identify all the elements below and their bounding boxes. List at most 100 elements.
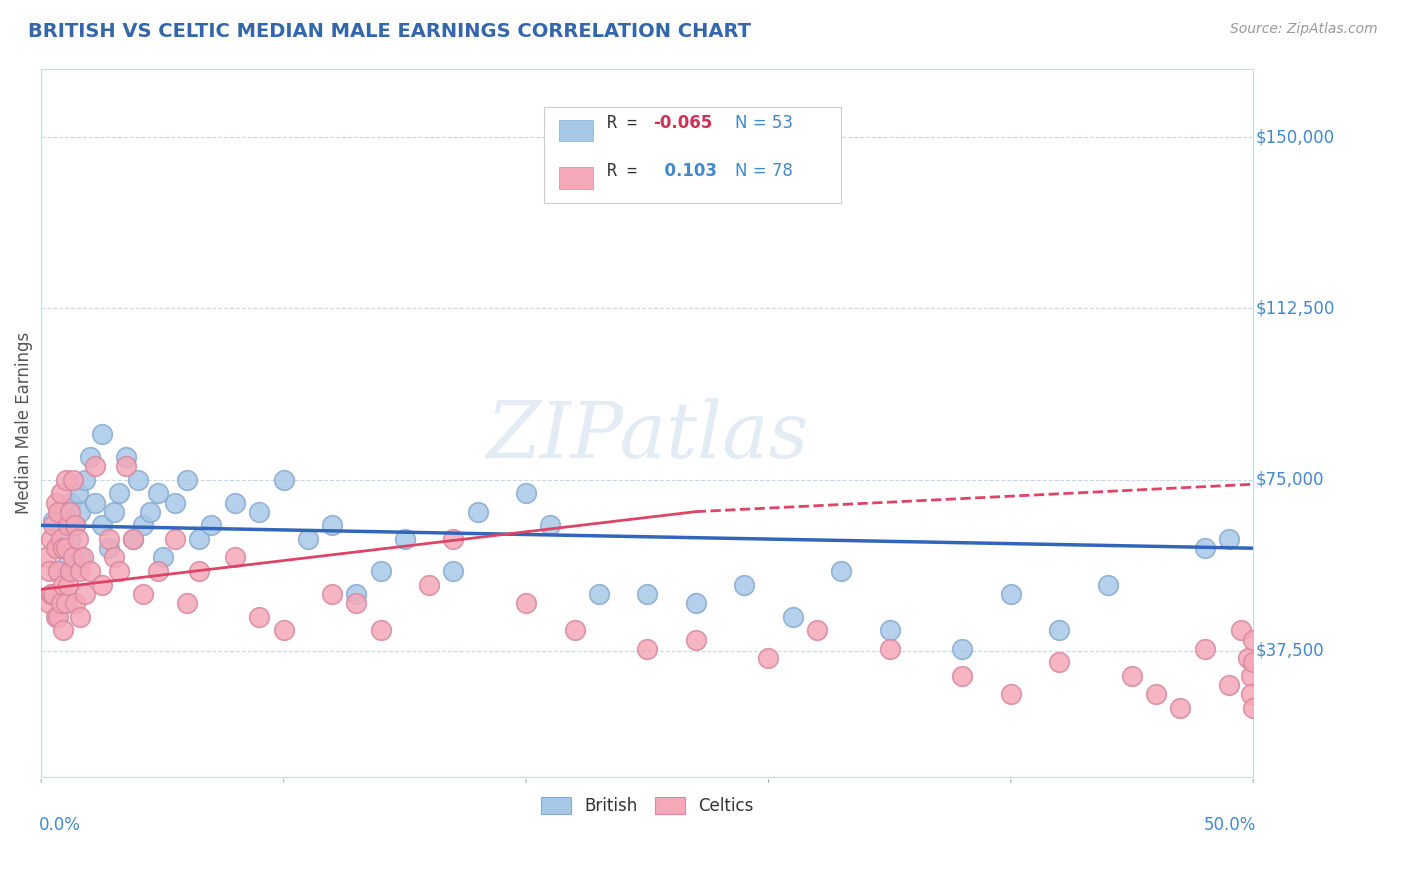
- Point: [108, 486, 131, 500]
- Point: [98, 532, 121, 546]
- Point: [72, 550, 94, 565]
- Point: [73, 473, 96, 487]
- Point: [297, 532, 319, 546]
- Point: [394, 532, 416, 546]
- Point: [1218, 532, 1240, 546]
- Text: 0.0%: 0.0%: [39, 815, 80, 833]
- Point: [370, 564, 392, 578]
- Point: [321, 518, 343, 533]
- Point: [538, 518, 561, 533]
- Point: [806, 624, 828, 638]
- Point: [1144, 687, 1167, 701]
- Point: [146, 486, 169, 500]
- Point: [1237, 650, 1260, 665]
- Point: [56, 518, 79, 533]
- Point: [176, 473, 198, 487]
- Point: [39, 587, 62, 601]
- Point: [200, 518, 222, 533]
- Point: [132, 518, 155, 533]
- Point: [441, 564, 464, 578]
- Text: 0.103: 0.103: [654, 162, 717, 180]
- Point: [55, 473, 77, 487]
- Point: [115, 450, 138, 464]
- Point: [45, 495, 67, 509]
- Point: [52, 541, 75, 556]
- Point: [49, 532, 72, 546]
- FancyBboxPatch shape: [544, 107, 841, 203]
- Point: [187, 564, 209, 578]
- Point: [1241, 656, 1264, 670]
- Point: [176, 596, 198, 610]
- Point: [45, 609, 67, 624]
- Point: [38, 564, 60, 578]
- Point: [467, 505, 489, 519]
- Point: [62, 473, 84, 487]
- Point: [1194, 641, 1216, 656]
- Point: [273, 473, 295, 487]
- Point: [733, 578, 755, 592]
- Point: [344, 587, 367, 601]
- Y-axis label: Median Male Earnings: Median Male Earnings: [15, 332, 32, 514]
- Point: [636, 641, 658, 656]
- Point: [879, 624, 901, 638]
- Point: [249, 609, 271, 624]
- Point: [55, 559, 77, 574]
- Point: [122, 532, 145, 546]
- Point: [163, 532, 186, 546]
- Point: [73, 587, 96, 601]
- Point: [163, 495, 186, 509]
- Point: [132, 587, 155, 601]
- Point: [55, 596, 77, 610]
- Point: [1047, 624, 1070, 638]
- Point: [152, 550, 174, 565]
- Point: [1170, 701, 1192, 715]
- Point: [52, 578, 75, 592]
- Point: [758, 650, 780, 665]
- Point: [1240, 687, 1263, 701]
- Point: [69, 564, 91, 578]
- Point: [69, 609, 91, 624]
- Point: [90, 578, 112, 592]
- Point: [1000, 587, 1022, 601]
- Point: [122, 532, 145, 546]
- Point: [441, 532, 464, 546]
- Point: [370, 624, 392, 638]
- Point: [62, 550, 84, 565]
- Point: [46, 505, 69, 519]
- Point: [46, 564, 69, 578]
- Point: [1218, 678, 1240, 692]
- Point: [46, 609, 69, 624]
- Point: [1194, 541, 1216, 556]
- Text: $37,500: $37,500: [1256, 642, 1324, 660]
- Point: [52, 624, 75, 638]
- Point: [83, 458, 105, 473]
- Point: [90, 518, 112, 533]
- Point: [98, 541, 121, 556]
- Text: R =: R =: [607, 114, 647, 132]
- Text: ZIPatlas: ZIPatlas: [486, 399, 808, 475]
- Point: [685, 596, 707, 610]
- Point: [830, 564, 852, 578]
- Point: [49, 596, 72, 610]
- Point: [59, 532, 82, 546]
- Point: [1241, 701, 1264, 715]
- Point: [79, 564, 101, 578]
- Point: [1097, 578, 1119, 592]
- Legend: British, Celtics: British, Celtics: [534, 790, 759, 822]
- Text: -0.065: -0.065: [654, 114, 713, 132]
- Point: [42, 514, 65, 528]
- Point: [103, 505, 125, 519]
- Point: [515, 486, 537, 500]
- Point: [588, 587, 610, 601]
- Point: [1240, 669, 1263, 683]
- Point: [146, 564, 169, 578]
- Point: [139, 505, 162, 519]
- Point: [69, 505, 91, 519]
- Point: [65, 518, 87, 533]
- Point: [249, 505, 271, 519]
- Point: [1047, 656, 1070, 670]
- Point: [66, 532, 89, 546]
- Point: [187, 532, 209, 546]
- Point: [418, 578, 440, 592]
- Point: [42, 587, 65, 601]
